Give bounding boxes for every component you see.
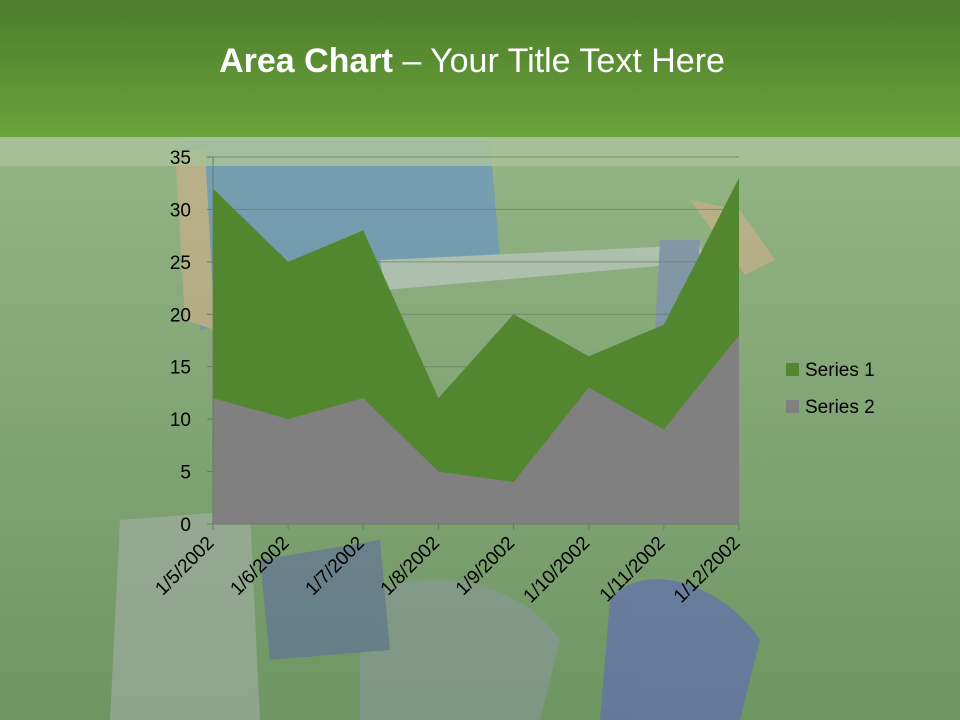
y-tick-label: 20 [170,305,191,326]
legend-swatch-series-2 [786,400,799,413]
legend-label-series-2: Series 2 [805,397,875,418]
x-tick-label: 1/12/2002 [670,533,745,608]
x-tick-label: 1/5/2002 [151,533,218,600]
title-rest: – Your Title Text Here [392,42,725,80]
y-tick-label: 10 [170,410,191,431]
series-2-area [213,335,739,524]
y-tick-label: 15 [170,358,191,379]
y-tick-label: 35 [170,148,191,169]
x-tick-label: 1/10/2002 [520,533,595,608]
header-band [0,137,960,166]
title-banner [0,0,960,137]
page-title: Area Chart – Your Title Text Here [0,42,944,81]
x-tick-label: 1/11/2002 [596,533,670,607]
x-tick-label: 1/8/2002 [377,533,444,600]
title-bold: Area Chart [219,42,393,80]
y-tick-label: 25 [170,253,191,274]
y-tick-label: 0 [180,515,191,536]
legend-swatch-series-1 [786,363,799,376]
y-tick-label: 30 [170,200,191,221]
x-tick-label: 1/9/2002 [452,533,519,600]
legend-label-series-1: Series 1 [805,360,875,381]
y-tick-label: 5 [180,463,191,484]
x-tick-label: 1/7/2002 [302,533,369,600]
x-tick-label: 1/6/2002 [227,533,294,600]
